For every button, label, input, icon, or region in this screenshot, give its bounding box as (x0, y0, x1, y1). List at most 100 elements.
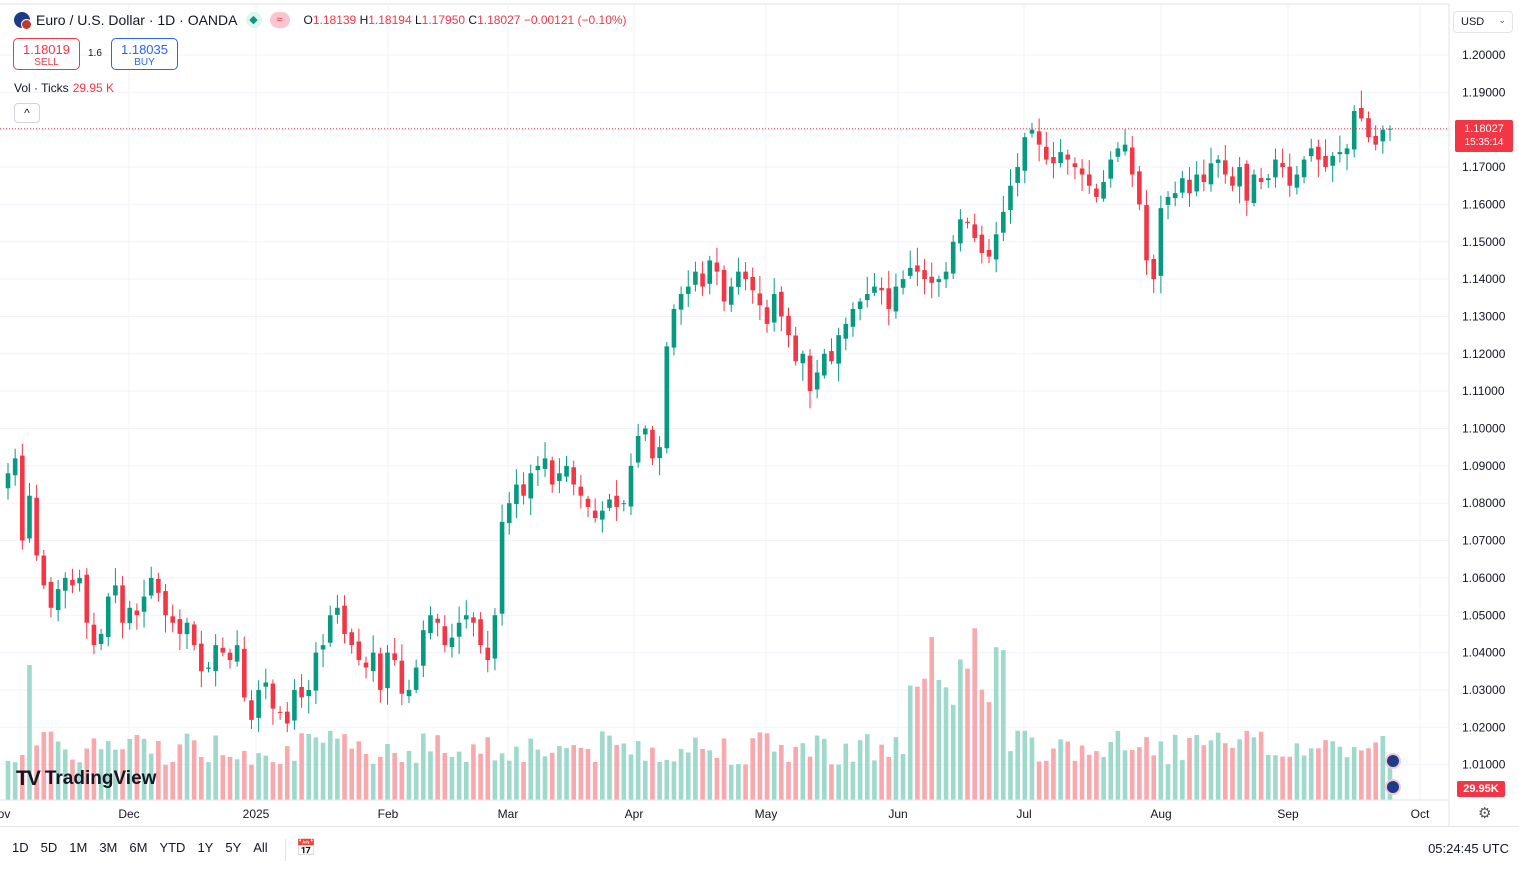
volume-bar (127, 738, 133, 800)
candle-body (156, 578, 161, 593)
candle-body (757, 293, 763, 306)
candle-body (915, 265, 920, 272)
candle-body (1144, 205, 1149, 261)
candle-body (234, 645, 240, 662)
volume-bar (370, 763, 376, 800)
candle-body (320, 645, 326, 650)
volume-bar (1165, 764, 1171, 800)
volume-bar (1137, 747, 1142, 800)
range-3m[interactable]: 3M (99, 840, 118, 855)
candle-body (442, 626, 448, 646)
collapse-legend-button[interactable]: ^ (14, 103, 40, 123)
candle-body (1036, 131, 1042, 145)
volume-bar (1287, 756, 1293, 800)
range-5d[interactable]: 5D (40, 840, 58, 855)
candle-body (1273, 159, 1278, 178)
range-1m[interactable]: 1M (69, 840, 88, 855)
volume-bar (986, 702, 992, 800)
volume-bar (514, 746, 519, 800)
candle-body (1258, 178, 1264, 182)
volume-bar (721, 738, 727, 800)
range-all[interactable]: All (253, 840, 268, 855)
currency-selector[interactable]: USD ⌄ (1453, 11, 1513, 33)
data-delay-icon[interactable]: ≈ (269, 12, 290, 28)
volume-bar (1058, 739, 1063, 800)
price-axis-label: 1.09000 (1462, 459, 1506, 473)
volume-bar (936, 679, 942, 800)
candle-body (864, 294, 870, 301)
candle-body (743, 271, 748, 280)
volume-bar (120, 749, 125, 800)
volume-bar (879, 744, 884, 800)
volume-bar (1144, 737, 1149, 800)
volume-bar (635, 741, 641, 800)
volume-bar (399, 762, 405, 800)
range-6m[interactable]: 6M (129, 840, 148, 855)
volume-bar (1201, 745, 1207, 800)
price-axis-label: 1.11000 (1462, 384, 1505, 398)
event-flag-icon[interactable] (1385, 779, 1401, 795)
candle-body (492, 615, 498, 659)
volume-bar (292, 760, 297, 800)
candle-body (385, 652, 390, 689)
volume-bar (1129, 749, 1135, 800)
candle-body (163, 591, 168, 616)
candle-body (242, 648, 247, 698)
volume-bar (779, 744, 784, 800)
candle-body (771, 294, 777, 323)
clock[interactable]: 05:24:45 UTC (1428, 841, 1509, 856)
candle-body (1022, 137, 1028, 171)
candle-body (1323, 155, 1328, 168)
volume-bar (1180, 760, 1185, 800)
candle-body (1137, 171, 1142, 205)
volume-bar (829, 764, 834, 800)
symbol-title[interactable]: Euro / U.S. Dollar · 1D · OANDA (36, 12, 238, 28)
candle-body (721, 269, 727, 302)
range-1y[interactable]: 1Y (197, 840, 214, 855)
price-axis-label: 1.19000 (1462, 85, 1506, 99)
event-flag-icon[interactable] (1385, 753, 1401, 769)
volume-bar (707, 750, 713, 800)
volume-bar (506, 760, 512, 800)
candle-body (829, 351, 834, 362)
candle-body (514, 484, 519, 505)
time-axis-label: ov (0, 807, 10, 821)
tradingview-logo-icon: TV (16, 767, 41, 790)
volume-bar (385, 744, 390, 800)
time-axis-label: May (755, 807, 778, 821)
volume-bar (578, 747, 584, 800)
sell-button[interactable]: 1.18019 SELL (13, 38, 80, 70)
volume-bar (349, 748, 355, 800)
time-axis[interactable]: ov Dec 2025 Feb Mar Apr May Jun Jul Aug Sep Oct (0, 799, 1449, 821)
tradingview-logo[interactable]: TV TradingView (16, 767, 157, 790)
volume-bar (1115, 730, 1121, 800)
market-status-icon[interactable]: ◆ (245, 12, 262, 28)
price-axis-label: 1.10000 (1462, 422, 1506, 436)
volume-bar (1108, 741, 1114, 800)
buy-button[interactable]: 1.18035 BUY (111, 38, 178, 70)
volume-bar (614, 745, 619, 800)
candle-body (857, 301, 863, 310)
toolbar-divider (285, 839, 286, 861)
candle-body (1316, 146, 1321, 160)
range-ytd[interactable]: YTD (159, 840, 186, 855)
volume-bar (929, 637, 935, 800)
price-axis-label: 1.03000 (1462, 683, 1506, 697)
volume-bar (213, 735, 218, 800)
candle-body (592, 510, 598, 519)
volume-bar (671, 761, 677, 800)
price-axis-label: 1.13000 (1462, 309, 1506, 323)
volume-bar (1244, 730, 1250, 800)
calendar-icon[interactable]: 📅 (296, 840, 316, 857)
volume-bar (249, 764, 254, 800)
candle-body (1122, 144, 1128, 152)
candle-body (306, 689, 312, 697)
bottom-toolbar: 1D 5D 1M 3M 6M YTD 1Y 5Y All 📅 05:24:45 … (0, 826, 1519, 872)
range-1d[interactable]: 1D (12, 840, 29, 855)
range-5y[interactable]: 5Y (225, 840, 242, 855)
price-chart[interactable]: 1.200001.190001.180001.170001.160001.150… (0, 0, 1519, 826)
gear-icon[interactable]: ⚙ (1478, 805, 1492, 822)
volume-bar (1316, 748, 1321, 800)
candle-body (77, 577, 82, 584)
candle-body (1244, 163, 1250, 201)
